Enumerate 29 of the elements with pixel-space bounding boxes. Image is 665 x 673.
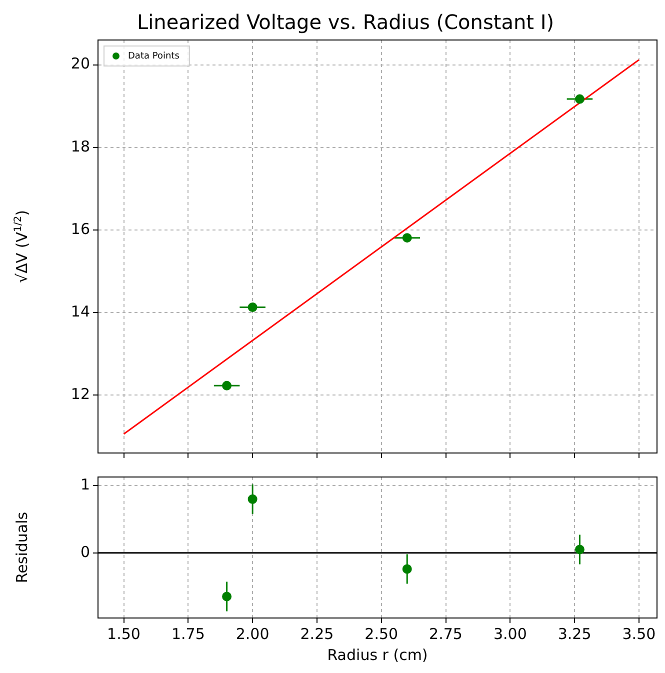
legend-label: Data Points: [128, 51, 180, 62]
y-axis-title: Residuals: [13, 512, 31, 584]
x-tick-label: 2.50: [364, 624, 398, 643]
y-tick-label: 20: [70, 54, 90, 73]
x-tick-label: 3.50: [622, 624, 656, 643]
x-axis-title: Radius r (cm): [327, 646, 428, 664]
point: [248, 302, 258, 312]
y-tick-label: 14: [70, 302, 90, 320]
x-tick-label: 2.00: [236, 624, 270, 643]
x-tick-label: 3.25: [558, 624, 592, 643]
point: [402, 564, 412, 574]
chart-title: Linearized Voltage vs. Radius (Constant I): [136, 10, 554, 34]
y-tick-label: 0: [80, 542, 90, 561]
x-tick-label: 2.25: [300, 624, 334, 643]
point: [574, 94, 584, 104]
y-axis-title: √ΔV (V1/2): [13, 210, 31, 283]
y-tick-label: 12: [70, 385, 90, 404]
x-tick-label: 3.00: [493, 624, 527, 643]
x-tick-label: 1.50: [107, 624, 140, 643]
point: [402, 233, 412, 243]
point: [248, 494, 258, 504]
y-tick-label: 1: [80, 476, 90, 494]
x-tick-label: 2.75: [429, 624, 462, 643]
y-tick-label: 16: [70, 220, 90, 238]
point: [574, 544, 584, 554]
x-tick-label: 1.75: [171, 624, 205, 643]
point: [222, 380, 232, 390]
y-tick-label: 18: [70, 137, 90, 156]
point: [222, 592, 232, 602]
